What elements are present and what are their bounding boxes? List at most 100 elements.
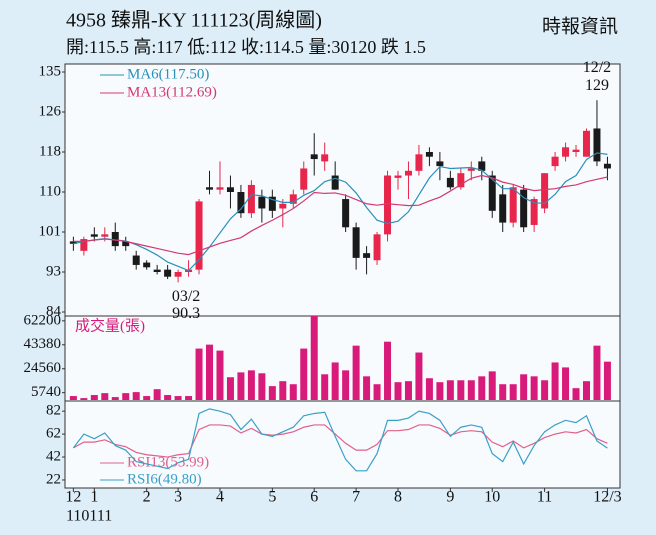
candle-body <box>373 234 381 261</box>
volume-bar <box>258 373 266 400</box>
candle-body <box>153 269 161 272</box>
y-tick-label: 93 <box>46 263 61 279</box>
candle-body <box>363 253 371 258</box>
candle-body <box>467 168 475 171</box>
candle-body <box>90 234 98 237</box>
candle-body <box>300 168 308 190</box>
volume-bar <box>530 376 538 400</box>
volume-label: 成交量(張) <box>75 316 145 334</box>
candle-body <box>530 199 538 225</box>
volume-bar <box>436 382 444 400</box>
candle-body <box>101 234 109 237</box>
candle-body <box>342 199 350 228</box>
y-tick-label: 42 <box>46 448 61 464</box>
candle-body <box>268 196 276 211</box>
x-sublabel: 110111 <box>66 508 112 525</box>
candle-body <box>132 255 140 265</box>
x-tick-label: 3 <box>174 489 182 506</box>
annotation-value: 90.3 <box>172 305 200 322</box>
candle-body <box>331 175 339 190</box>
y-tick-label: 62200 <box>24 312 62 328</box>
volume-bar <box>499 384 507 400</box>
x-tick-label: 1 <box>90 489 98 506</box>
candle-body <box>520 189 528 228</box>
candle-body <box>384 175 392 235</box>
volume-bar <box>268 386 276 400</box>
volume-bar <box>467 380 475 400</box>
x-tick-label: 4 <box>216 489 224 506</box>
volume-bar <box>206 344 214 400</box>
x-tick-label: 10 <box>484 489 500 506</box>
volume-bar <box>101 393 109 400</box>
volume-bar <box>603 361 611 400</box>
ma-line <box>73 152 608 272</box>
annotation-date: 12/2 <box>583 59 611 76</box>
candle-body <box>541 173 549 209</box>
x-tick-label: 6 <box>310 489 318 506</box>
volume-bar <box>185 396 193 400</box>
volume-bar <box>164 395 172 400</box>
volume-bar <box>488 371 496 400</box>
x-tick-label: 8 <box>394 489 402 506</box>
volume-bar <box>593 345 601 400</box>
volume-bar <box>80 398 88 400</box>
candle-body <box>310 154 318 160</box>
volume-bar <box>551 362 559 400</box>
volume-bar <box>509 384 517 400</box>
source: 時報資訊 <box>542 15 618 37</box>
candle-body <box>216 187 224 190</box>
volume-bar <box>216 350 224 400</box>
candle-body <box>69 241 77 244</box>
candle-body <box>247 184 255 214</box>
volume-bar <box>541 380 549 400</box>
volume-bar <box>321 374 329 400</box>
legend-label: MA13(112.69) <box>127 84 217 100</box>
candle-body <box>237 192 245 214</box>
annotation-date: 03/2 <box>172 288 200 305</box>
volume-bar <box>562 367 570 400</box>
volume-bar <box>582 381 590 400</box>
volume-bar <box>69 396 77 400</box>
volume-bar <box>143 396 151 400</box>
y-tick-label: 22 <box>46 471 61 487</box>
y-tick-label: 5740 <box>31 384 61 400</box>
volume-bar <box>425 378 433 400</box>
volume-bar <box>90 395 98 400</box>
candle-body <box>572 149 580 152</box>
summary: 開:115.5 高:117 低:112 收:114.5 量:30120 跌 1.… <box>66 37 426 57</box>
volume-bar <box>195 348 203 400</box>
x-tick-label: 12/3 <box>593 489 621 506</box>
rsi-line <box>72 408 608 472</box>
ma-line <box>73 174 608 256</box>
candle-body <box>195 201 203 270</box>
candle-body <box>562 147 570 157</box>
candle-body <box>551 156 559 167</box>
volume-bar <box>415 352 423 400</box>
candle-body <box>164 269 172 277</box>
candle-body <box>404 170 412 176</box>
candle-body <box>394 175 402 178</box>
y-tick-label: 82 <box>46 403 61 419</box>
x-tick-label: 9 <box>446 489 454 506</box>
chart-title: 4958 臻鼎-KY 111123(周線圖) <box>66 9 322 32</box>
volume-bar <box>300 348 308 400</box>
volume-bar <box>352 345 360 400</box>
volume-bar <box>247 370 255 400</box>
x-tick-label: 5 <box>268 489 276 506</box>
x-tick-label: 7 <box>352 489 360 506</box>
candle-body <box>122 241 130 247</box>
y-tick-label: 110 <box>39 183 61 199</box>
volume-bar <box>446 380 454 400</box>
volume-bar <box>373 384 381 400</box>
volume-bar <box>342 370 350 400</box>
candle-body <box>352 227 360 258</box>
rsi-line <box>73 424 608 458</box>
y-tick-label: 43380 <box>24 336 62 352</box>
candle-body <box>488 175 496 211</box>
y-tick-label: 84 <box>46 303 62 319</box>
candle-body <box>206 187 214 190</box>
candle-body <box>415 154 423 171</box>
candle-body <box>478 161 486 171</box>
y-tick-label: 126 <box>39 103 62 119</box>
